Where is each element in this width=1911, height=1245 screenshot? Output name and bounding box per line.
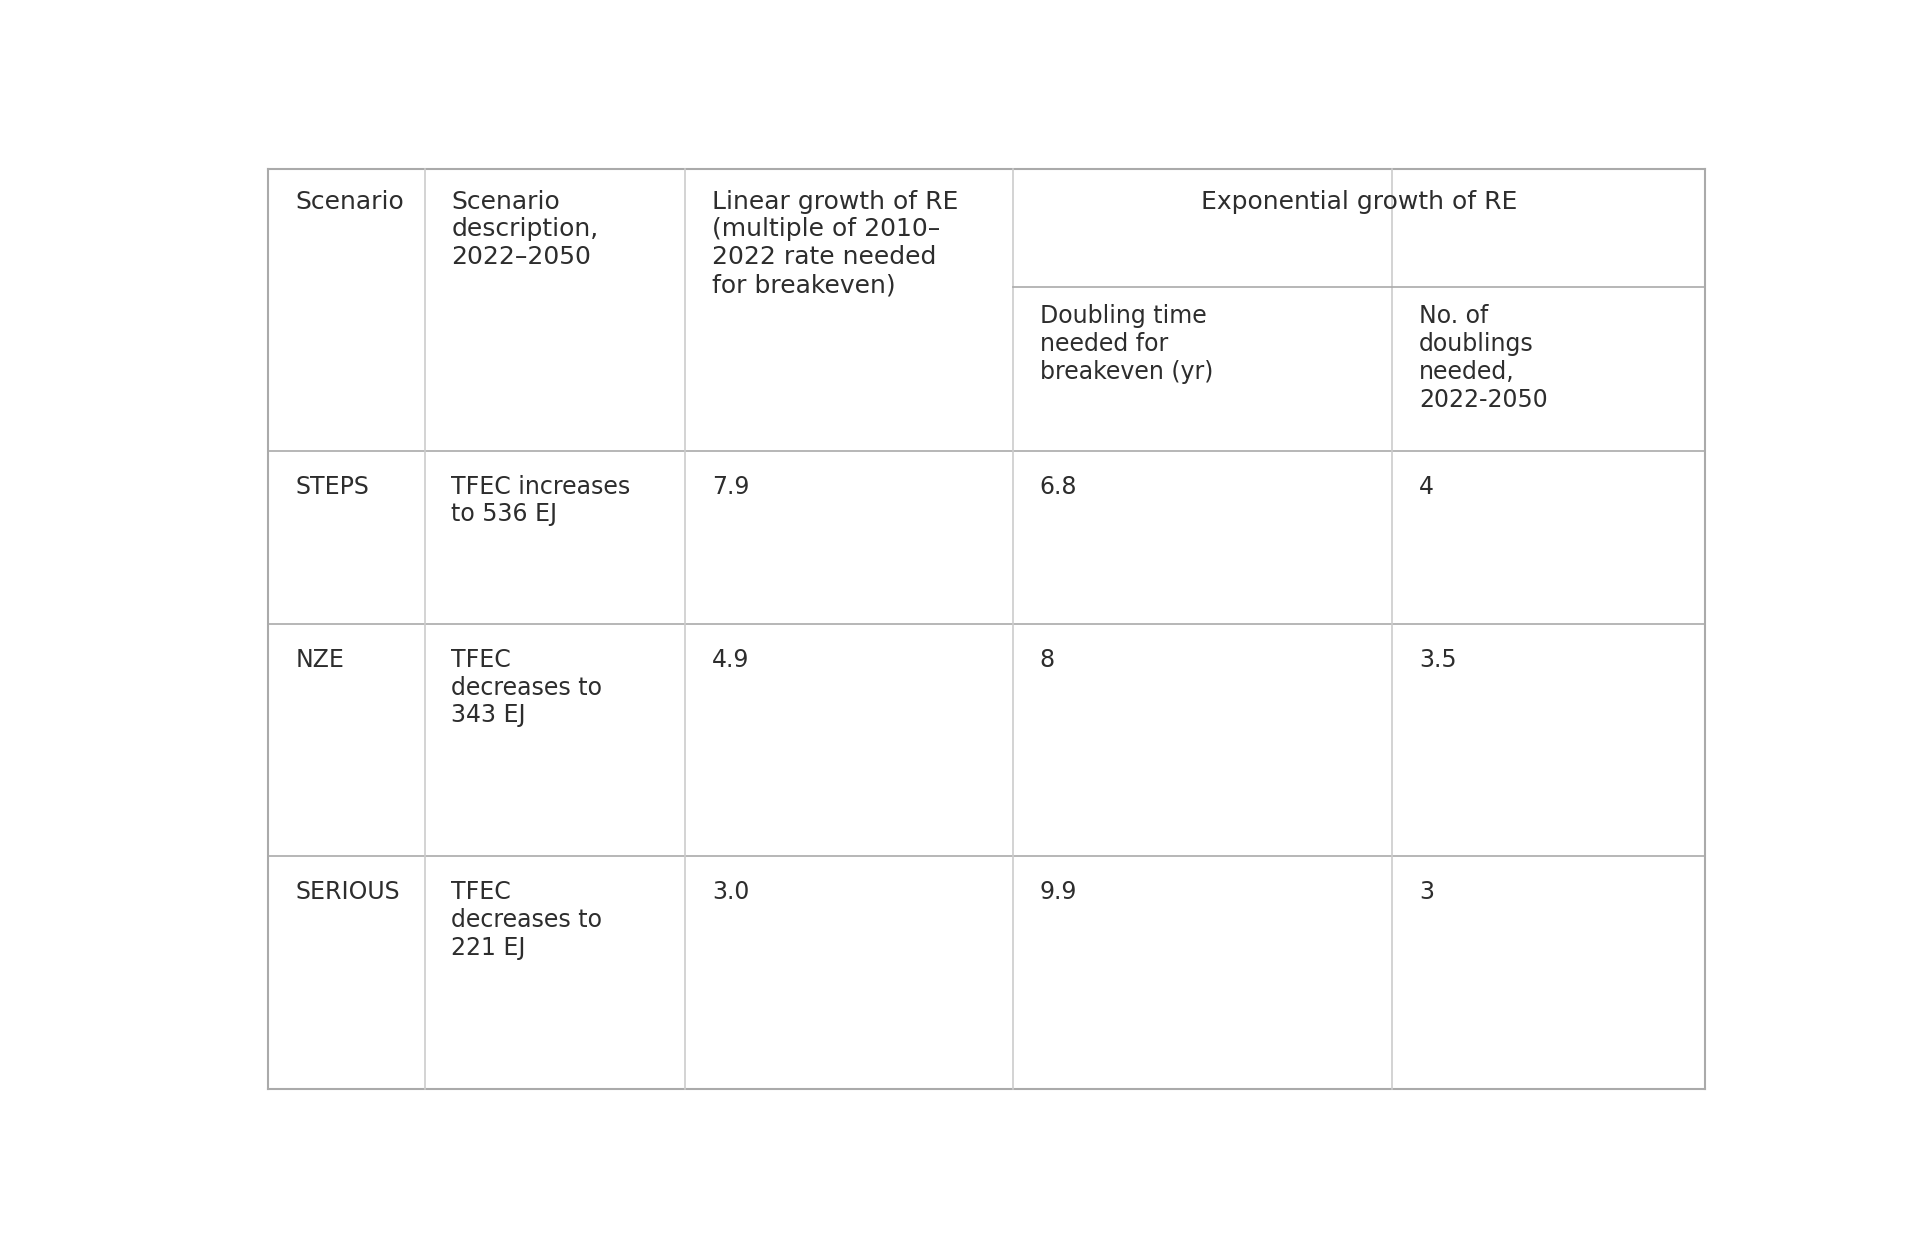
Text: Scenario
description,
2022–2050: Scenario description, 2022–2050 xyxy=(451,189,598,269)
Text: 9.9: 9.9 xyxy=(1040,880,1078,904)
Text: Linear growth of RE
(multiple of 2010–
2022 rate needed
for breakeven): Linear growth of RE (multiple of 2010– 2… xyxy=(713,189,957,298)
Text: 3.5: 3.5 xyxy=(1420,647,1456,672)
Text: TFEC
decreases to
343 EJ: TFEC decreases to 343 EJ xyxy=(451,647,602,727)
Text: 6.8: 6.8 xyxy=(1040,474,1078,498)
Text: 4.9: 4.9 xyxy=(713,647,749,672)
Text: 4: 4 xyxy=(1420,474,1433,498)
Text: TFEC increases
to 536 EJ: TFEC increases to 536 EJ xyxy=(451,474,631,527)
Text: 3: 3 xyxy=(1420,880,1433,904)
Text: 8: 8 xyxy=(1040,647,1055,672)
Text: NZE: NZE xyxy=(294,647,344,672)
Text: 7.9: 7.9 xyxy=(713,474,749,498)
Text: No. of
doublings
needed,
2022-2050: No. of doublings needed, 2022-2050 xyxy=(1420,304,1548,412)
Text: Exponential growth of RE: Exponential growth of RE xyxy=(1200,189,1517,214)
Text: TFEC
decreases to
221 EJ: TFEC decreases to 221 EJ xyxy=(451,880,602,960)
Text: 3.0: 3.0 xyxy=(713,880,749,904)
Text: Scenario: Scenario xyxy=(294,189,403,214)
Text: Doubling time
needed for
breakeven (yr): Doubling time needed for breakeven (yr) xyxy=(1040,304,1213,383)
Text: STEPS: STEPS xyxy=(294,474,369,498)
Text: SERIOUS: SERIOUS xyxy=(294,880,399,904)
